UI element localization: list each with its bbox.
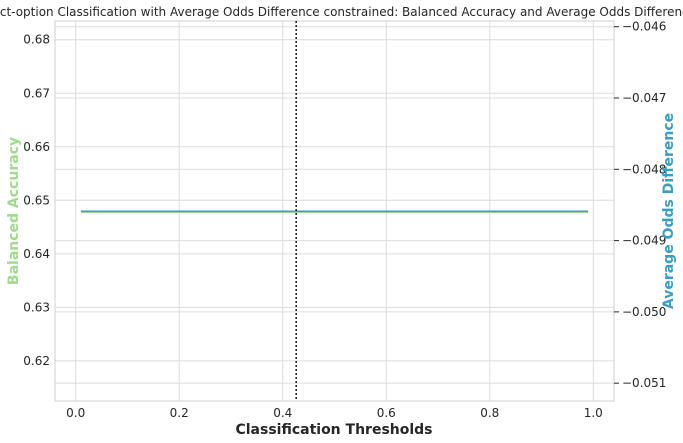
y-left-axis-label: Balanced Accuracy <box>6 137 22 285</box>
series-layer <box>80 210 589 213</box>
y-left-tick-label: 0.67 <box>23 86 50 100</box>
y-right-tick-label: −0.046 <box>622 20 666 34</box>
y-left-tick-label: 0.66 <box>23 140 50 154</box>
x-tick-labels: 0.0 0.2 0.4 0.6 0.8 1.0 <box>66 406 603 420</box>
y-right-tick-label: −0.047 <box>622 91 666 105</box>
x-tick-label: 0.4 <box>273 406 292 420</box>
y-right-axis-label: Average Odds Difference <box>661 113 677 309</box>
y-left-tick-label: 0.65 <box>23 193 50 207</box>
y-right-tick-label: −0.048 <box>622 162 666 176</box>
y-left-tick-label: 0.63 <box>23 300 50 314</box>
x-tick-label: 0.6 <box>377 406 396 420</box>
grid-layer <box>55 21 614 401</box>
y-right-tick-label: −0.051 <box>622 376 666 390</box>
y-right-tick-label: −0.049 <box>622 234 666 248</box>
x-tick-label: 0.0 <box>66 406 85 420</box>
y-left-tick-label: 0.64 <box>23 247 50 261</box>
chart-title: Reject-option Classification with Averag… <box>0 5 683 19</box>
y-left-tick-label: 0.62 <box>23 354 50 368</box>
y-right-tick-labels: −0.051 −0.050 −0.049 −0.048 −0.047 −0.046 <box>614 20 666 390</box>
x-tick-label: 0.2 <box>170 406 189 420</box>
y-left-tick-label: 0.68 <box>23 33 50 47</box>
x-axis-label: Classification Thresholds <box>235 422 432 438</box>
x-tick-label: 1.0 <box>584 406 603 420</box>
y-left-tick-labels: 0.62 0.63 0.64 0.65 0.66 0.67 0.68 <box>23 33 50 368</box>
x-tick-label: 0.8 <box>480 406 499 420</box>
y-right-tick-label: −0.050 <box>622 305 666 319</box>
plot-frame <box>54 20 615 402</box>
